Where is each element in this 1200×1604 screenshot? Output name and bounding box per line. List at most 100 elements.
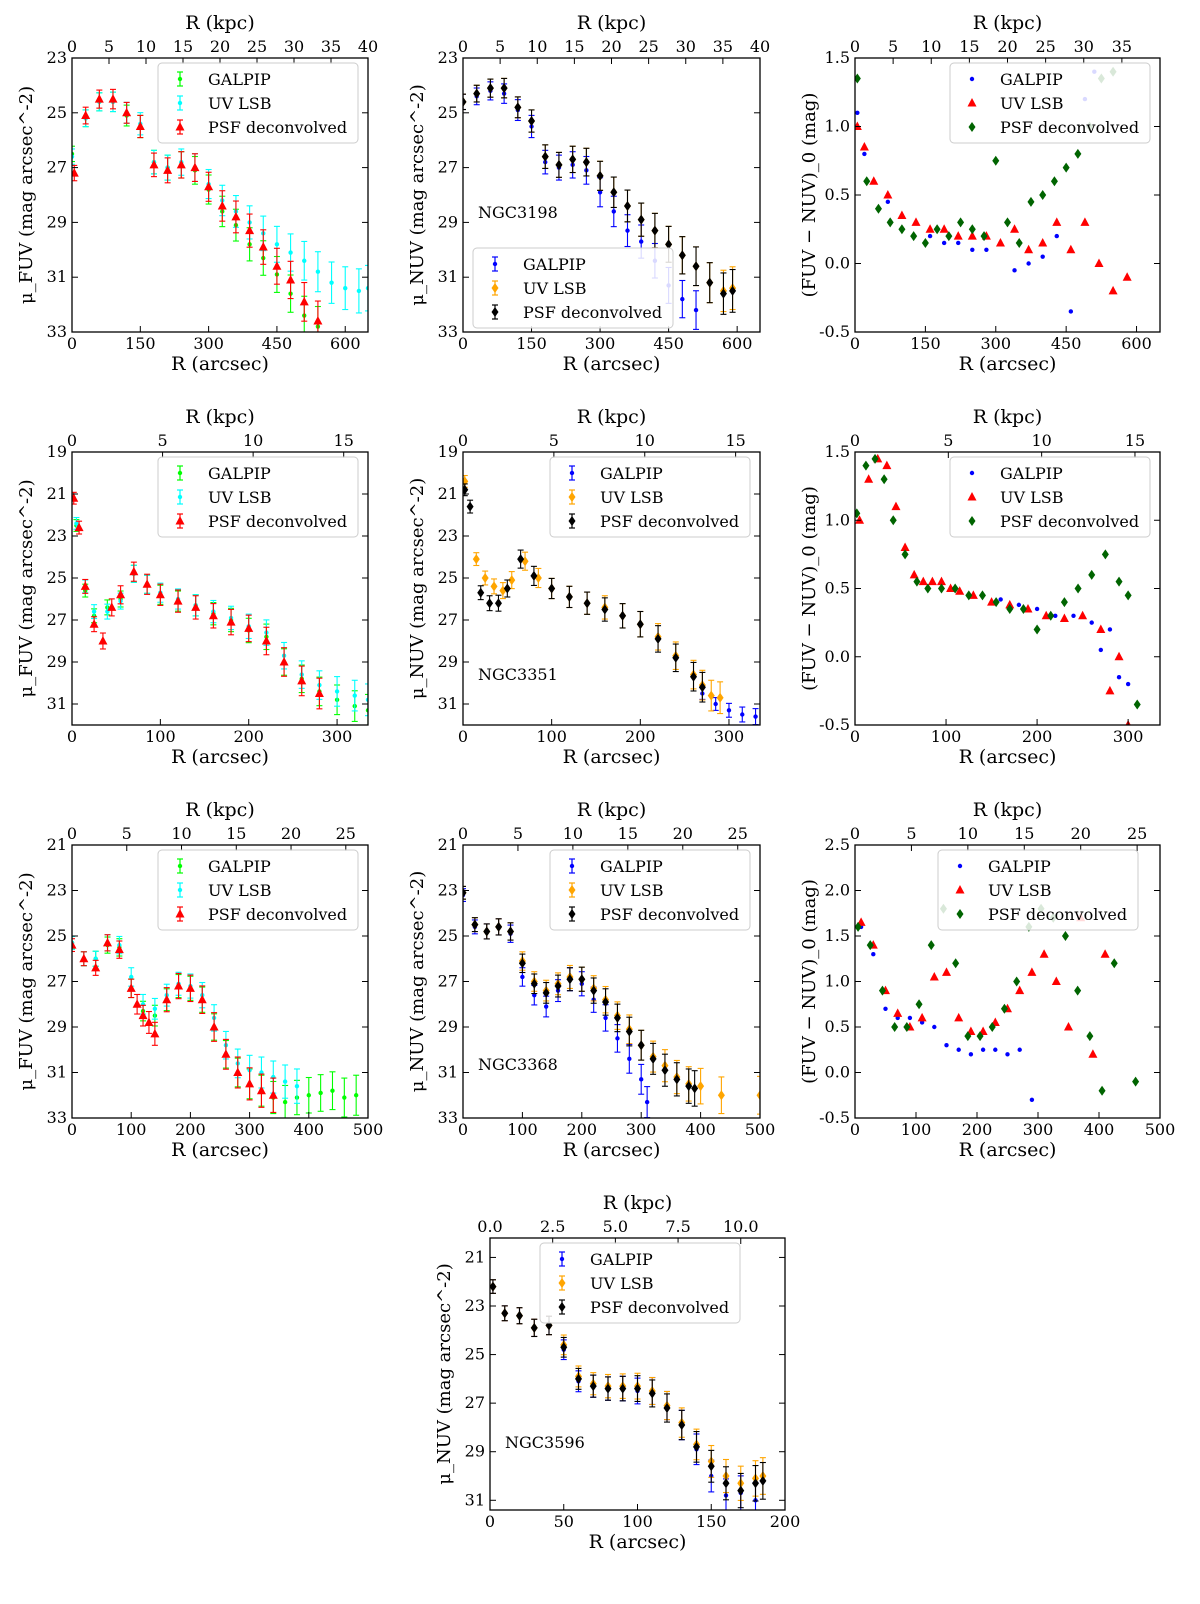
data-point xyxy=(1110,958,1118,969)
y-axis-label: μ_FUV (mag arcsec^-2) xyxy=(16,479,37,697)
data-point xyxy=(495,921,503,932)
legend-marker xyxy=(177,863,183,869)
data-point xyxy=(190,162,200,172)
legend-marker xyxy=(175,122,185,131)
data-point xyxy=(855,508,861,519)
panel-p3: 0 150 300 450 600-0.50.00.51.01.50 5 10 15 20 25 3… xyxy=(799,12,1161,375)
top-tick-label: 0 xyxy=(458,824,468,843)
data-point xyxy=(648,1388,656,1399)
y-tick-label: 1.5 xyxy=(825,926,850,945)
y-tick-label: 27 xyxy=(465,1393,485,1412)
top-axis-label: R (kpc) xyxy=(185,406,255,428)
legend: GALPIP UV LSB PSF deconvolved xyxy=(157,456,359,538)
top-tick-label: 5 xyxy=(495,37,505,56)
legend-label: UV LSB xyxy=(208,488,271,507)
data-point xyxy=(486,83,494,94)
legend-marker xyxy=(568,516,576,526)
data-point xyxy=(678,250,686,261)
data-point xyxy=(992,155,1000,166)
legend-marker xyxy=(968,516,976,526)
data-point xyxy=(507,926,515,937)
data-point xyxy=(217,200,227,210)
top-tick-label: 35 xyxy=(713,37,733,56)
data-point xyxy=(911,217,921,226)
data-point xyxy=(543,1004,549,1009)
series-psf-deconvolved xyxy=(72,88,323,332)
legend-label: GALPIP xyxy=(1000,464,1063,483)
data-point xyxy=(116,589,126,599)
data-point xyxy=(356,288,362,294)
legend-label: PSF deconvolved xyxy=(208,512,347,531)
legend-marker xyxy=(175,909,185,918)
data-point xyxy=(313,316,323,325)
data-point xyxy=(1124,590,1132,601)
data-point xyxy=(1116,675,1122,680)
data-point xyxy=(942,967,951,976)
legend-label: PSF deconvolved xyxy=(1000,118,1139,137)
data-point xyxy=(150,1028,160,1038)
data-point xyxy=(970,247,975,252)
data-point xyxy=(952,958,960,969)
y-tick-label: 31 xyxy=(438,694,458,713)
series-psf-deconvolved xyxy=(463,885,699,1107)
y-tick-label: 27 xyxy=(47,158,67,177)
x-tick-label: 300 xyxy=(1023,1120,1054,1139)
x-tick-label: 300 xyxy=(626,1120,657,1139)
y-tick-label: 1.5 xyxy=(825,48,850,67)
top-tick-label: 25 xyxy=(638,37,658,56)
data-point xyxy=(490,581,498,592)
y-tick-label: 25 xyxy=(465,1345,485,1364)
top-tick-label: 15 xyxy=(1014,824,1034,843)
y-tick-label: 33 xyxy=(438,322,458,341)
y-tick-label: 19 xyxy=(47,442,67,461)
x-tick-label: 450 xyxy=(262,334,293,353)
top-tick-label: 0 xyxy=(67,37,77,56)
data-point xyxy=(889,515,897,526)
top-tick-label: 5 xyxy=(906,824,916,843)
data-point xyxy=(988,1022,996,1032)
data-point xyxy=(611,209,616,214)
data-point xyxy=(1115,576,1123,587)
data-point xyxy=(716,692,724,703)
data-point xyxy=(927,233,933,239)
legend-marker xyxy=(177,76,183,82)
data-point xyxy=(855,515,865,524)
x-tick-label: 500 xyxy=(745,1120,776,1139)
y-tick-label: 19 xyxy=(438,442,458,461)
data-point xyxy=(132,999,142,1008)
data-point xyxy=(352,693,357,698)
legend-marker xyxy=(956,909,964,919)
x-axis-label: R (arcsec) xyxy=(589,1531,687,1553)
top-axis-label: R (kpc) xyxy=(973,799,1043,821)
data-point xyxy=(261,636,271,645)
data-point xyxy=(654,633,662,644)
top-tick-label: 5 xyxy=(513,824,523,843)
data-point xyxy=(221,1049,231,1058)
y-tick-label: 31 xyxy=(47,1063,67,1082)
top-tick-label: 25 xyxy=(247,37,267,56)
data-point xyxy=(1059,613,1069,623)
data-point xyxy=(274,242,280,247)
legend-box xyxy=(549,849,751,931)
data-point xyxy=(980,1047,986,1052)
x-tick-label: 600 xyxy=(1121,334,1152,353)
data-point xyxy=(530,1322,538,1333)
data-point xyxy=(330,1088,335,1093)
data-point xyxy=(1107,627,1113,632)
x-tick-label: 300 xyxy=(322,727,353,746)
data-point xyxy=(891,1022,899,1032)
data-point xyxy=(302,258,307,263)
y-axis-label: μ_NUV (mag arcsec^-2) xyxy=(407,871,428,1092)
data-point xyxy=(1066,244,1076,254)
data-point xyxy=(560,1342,568,1353)
data-point xyxy=(737,1485,745,1496)
y-tick-label: 0.5 xyxy=(825,579,850,598)
top-tick-label: 30 xyxy=(284,37,304,56)
data-point xyxy=(1029,1097,1035,1103)
top-tick-label: 0 xyxy=(850,431,860,450)
legend-marker xyxy=(957,863,963,869)
x-tick-label: 300 xyxy=(193,334,224,353)
data-point xyxy=(1132,1076,1140,1087)
